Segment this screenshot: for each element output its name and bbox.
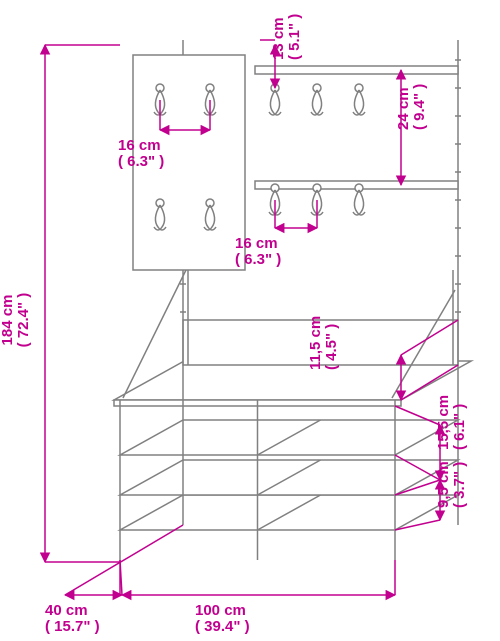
dimension-label: 184 cm xyxy=(0,295,16,346)
dimension-label: ( 5.1" ) xyxy=(286,14,303,60)
dimension-label: 40 cm xyxy=(45,602,88,619)
dimension-label: ( 72.4" ) xyxy=(15,293,32,348)
dimension-label: 9,5 cm xyxy=(435,461,452,508)
dimension-label: ( 6.1" ) xyxy=(451,404,468,450)
dimension-label: ( 6.3" ) xyxy=(118,153,164,170)
dimension-label: 100 cm xyxy=(195,602,246,619)
dimension-label: ( 3.7" ) xyxy=(451,462,468,508)
dimension-label: 24 cm xyxy=(395,87,412,130)
dimension-label: 16 cm xyxy=(235,235,278,252)
dimension-label: ( 6.3" ) xyxy=(235,251,281,268)
dimension-label: ( 39.4" ) xyxy=(195,618,250,635)
dimension-label: 16 cm xyxy=(118,137,161,154)
dimension-label: 15,5 cm xyxy=(435,395,452,450)
dimension-label: ( 4.5" ) xyxy=(323,324,340,370)
dimension-label: 13 cm xyxy=(270,17,287,60)
dimension-label: 11,5 cm xyxy=(307,316,324,370)
dimension-label: ( 15.7" ) xyxy=(45,618,100,635)
dimension-label: ( 9.4" ) xyxy=(411,84,428,130)
